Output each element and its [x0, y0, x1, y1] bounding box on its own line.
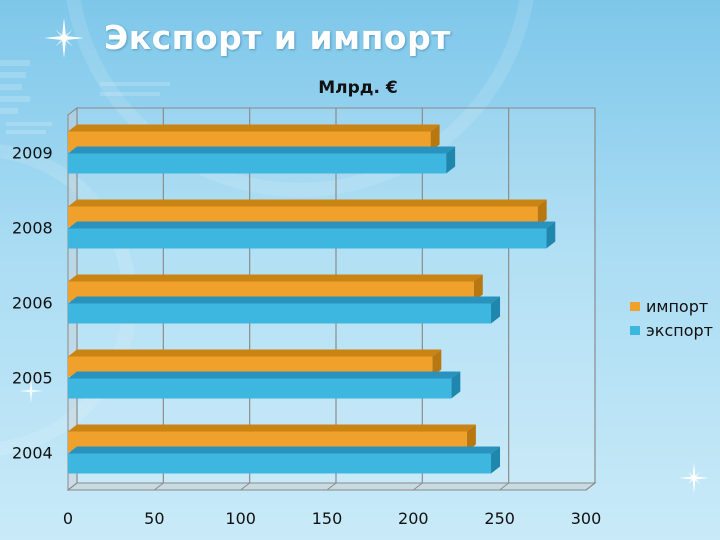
sparkle-star-icon [44, 18, 84, 58]
bar-export-front [68, 453, 492, 474]
bar-export-top [68, 221, 556, 229]
bar-export-side [491, 446, 501, 474]
bar-export-front [68, 378, 452, 399]
x-tick-label: 50 [144, 509, 164, 528]
gridline-floor [67, 482, 78, 491]
bar-import-top [68, 349, 442, 357]
bar-export [68, 446, 501, 474]
legend-item-export: экспорт [630, 318, 713, 342]
bar-import-side [432, 349, 442, 377]
bar-export-front [68, 228, 547, 249]
legend-swatch-export [630, 325, 640, 335]
x-tick-label: 0 [63, 509, 73, 528]
bar-export-top [68, 296, 501, 304]
legend-label-export: экспорт [646, 320, 713, 340]
bar-export-top [68, 371, 461, 379]
x-tick-label: 300 [571, 509, 602, 528]
bar-export [68, 371, 461, 399]
legend-swatch-import [630, 301, 640, 311]
x-tick-label: 150 [312, 509, 343, 528]
bar-export [68, 296, 501, 324]
chart-title: Млрд. € [318, 78, 397, 98]
bar-export-front [68, 153, 447, 174]
bar-export-side [446, 146, 456, 174]
bar-import-side [473, 274, 483, 302]
slide-title: Экспорт и импорт [104, 18, 451, 57]
bar-import-top [68, 124, 440, 132]
gridline-floor [154, 482, 164, 491]
bar-import-top [68, 199, 547, 207]
legend-item-import: импорт [630, 294, 713, 318]
bar-import-top [68, 274, 483, 282]
bar-export-top [68, 446, 501, 454]
bar-export-front [68, 303, 492, 324]
y-tick-label: 2009 [12, 144, 53, 163]
y-tick-label: 2005 [12, 369, 53, 388]
gridline-floor [240, 482, 250, 491]
gridline-floor [326, 482, 337, 491]
chart-legend: импорт экспорт [630, 294, 713, 342]
bar-export [68, 221, 556, 249]
legend-label-import: импорт [646, 296, 709, 316]
bar-import-side [466, 424, 476, 452]
bar-import-top [68, 424, 476, 432]
bar-export-side [491, 296, 501, 324]
x-tick-label: 200 [398, 509, 429, 528]
bar-export-top [68, 146, 456, 154]
gridline-floor [499, 482, 509, 491]
bar-export [68, 146, 456, 174]
x-tick-label: 100 [225, 509, 256, 528]
bar-export-side [451, 371, 461, 399]
gridline-floor [413, 482, 423, 491]
sparkle-star-icon-small [679, 463, 709, 493]
y-tick-label: 2006 [12, 294, 53, 313]
sparkle-star-icon-bottom [19, 379, 43, 403]
x-tick-label: 250 [484, 509, 515, 528]
gridline-floor [585, 482, 596, 491]
y-tick-label: 2004 [12, 444, 53, 463]
bar-import-side [430, 124, 440, 152]
bar-import-side [537, 199, 547, 227]
bar-export-side [546, 221, 556, 249]
y-tick-label: 2008 [12, 219, 53, 238]
